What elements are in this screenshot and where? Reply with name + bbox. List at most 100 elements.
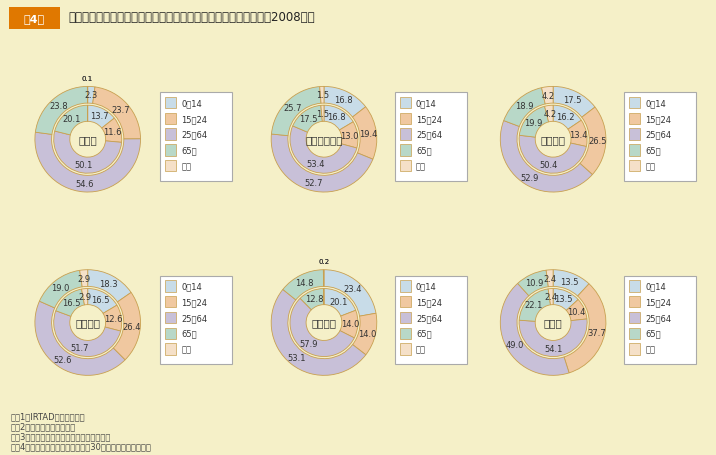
Text: 15～24: 15～24	[181, 115, 207, 124]
Text: 15～24: 15～24	[181, 298, 207, 307]
Text: 14.8: 14.8	[295, 278, 314, 288]
Bar	[629, 344, 640, 355]
Text: 不明: 不明	[416, 345, 426, 354]
Text: 53.1: 53.1	[287, 353, 306, 362]
Text: 25～64: 25～64	[181, 313, 207, 322]
Bar	[165, 113, 176, 125]
Text: 15～24: 15～24	[645, 298, 671, 307]
Bar	[165, 98, 176, 109]
Text: 10.4: 10.4	[568, 308, 586, 317]
Text: 0～14: 0～14	[645, 282, 666, 291]
Wedge shape	[79, 270, 88, 287]
Text: 15～24: 15～24	[645, 115, 671, 124]
Bar	[629, 98, 640, 109]
Text: 16.2: 16.2	[556, 112, 574, 121]
Text: 51.7: 51.7	[71, 343, 90, 352]
Text: 54.1: 54.1	[544, 344, 563, 353]
Text: アメリカ: アメリカ	[311, 318, 337, 328]
Bar	[629, 312, 640, 324]
Text: 不明: 不明	[181, 162, 191, 171]
Text: 26.4: 26.4	[122, 322, 141, 331]
Bar	[165, 161, 176, 172]
Text: 53.4: 53.4	[306, 160, 325, 169]
Text: 第4図: 第4図	[24, 14, 45, 24]
FancyBboxPatch shape	[395, 93, 468, 182]
Text: 25～64: 25～64	[416, 313, 442, 322]
Text: 15～24: 15～24	[416, 298, 442, 307]
Bar	[629, 145, 640, 157]
Text: 13.0: 13.0	[340, 132, 359, 141]
Text: 22.1: 22.1	[525, 301, 543, 310]
FancyBboxPatch shape	[160, 93, 232, 182]
Bar	[400, 113, 411, 125]
Text: 65～: 65～	[416, 146, 432, 155]
Text: フランス: フランス	[75, 318, 100, 328]
Text: 25～64: 25～64	[645, 131, 671, 139]
Wedge shape	[548, 289, 553, 305]
Wedge shape	[553, 106, 581, 130]
Bar	[629, 281, 640, 292]
Text: 0～14: 0～14	[645, 99, 666, 108]
Text: 0～14: 0～14	[181, 99, 202, 108]
Text: 2.9: 2.9	[79, 293, 92, 302]
Text: 19.4: 19.4	[359, 129, 377, 138]
Text: 26.5: 26.5	[589, 137, 606, 146]
Wedge shape	[321, 106, 324, 122]
Bar	[165, 312, 176, 324]
Wedge shape	[102, 119, 122, 143]
Text: 0～14: 0～14	[416, 282, 437, 291]
Bar	[629, 296, 640, 308]
Bar	[165, 296, 176, 308]
Text: 14.0: 14.0	[358, 329, 377, 338]
Wedge shape	[324, 270, 376, 317]
Wedge shape	[35, 133, 140, 192]
Wedge shape	[324, 106, 353, 131]
Text: 65～: 65～	[416, 329, 432, 338]
Text: 25～64: 25～64	[181, 131, 207, 139]
Text: 不明: 不明	[645, 162, 655, 171]
Bar	[400, 281, 411, 292]
Wedge shape	[352, 107, 377, 160]
Text: 20.1: 20.1	[329, 297, 348, 306]
Text: 12.6: 12.6	[104, 315, 122, 324]
Wedge shape	[553, 87, 595, 118]
Wedge shape	[271, 87, 321, 136]
Wedge shape	[504, 88, 545, 127]
FancyBboxPatch shape	[624, 93, 696, 182]
Wedge shape	[35, 87, 87, 135]
Wedge shape	[566, 300, 587, 321]
Text: 23.4: 23.4	[343, 284, 362, 293]
FancyBboxPatch shape	[160, 276, 232, 364]
Bar	[400, 312, 411, 324]
Text: 11.6: 11.6	[103, 128, 122, 137]
Wedge shape	[553, 270, 589, 296]
Text: 不明: 不明	[181, 345, 191, 354]
FancyBboxPatch shape	[624, 276, 696, 364]
Text: 17.5: 17.5	[299, 115, 318, 123]
Bar	[400, 344, 411, 355]
Wedge shape	[54, 106, 87, 136]
Text: 52.9: 52.9	[521, 173, 539, 182]
Wedge shape	[568, 121, 587, 147]
Bar	[629, 113, 640, 125]
Text: 13.5: 13.5	[554, 295, 573, 303]
Wedge shape	[283, 270, 324, 300]
Text: 10.9: 10.9	[526, 278, 543, 287]
Text: 13.7: 13.7	[90, 112, 108, 121]
Text: 0～14: 0～14	[416, 99, 437, 108]
Text: 23.7: 23.7	[112, 106, 130, 115]
Text: 65～: 65～	[645, 146, 661, 155]
Bar	[165, 344, 176, 355]
Text: 15～24: 15～24	[416, 115, 442, 124]
Bar	[400, 129, 411, 141]
Wedge shape	[300, 289, 324, 310]
Bar	[165, 145, 176, 157]
Wedge shape	[293, 106, 322, 133]
Bar	[400, 98, 411, 109]
Wedge shape	[541, 87, 553, 105]
Wedge shape	[271, 290, 366, 375]
Wedge shape	[553, 289, 578, 311]
Wedge shape	[271, 135, 373, 192]
Wedge shape	[56, 289, 84, 317]
Wedge shape	[339, 122, 358, 149]
